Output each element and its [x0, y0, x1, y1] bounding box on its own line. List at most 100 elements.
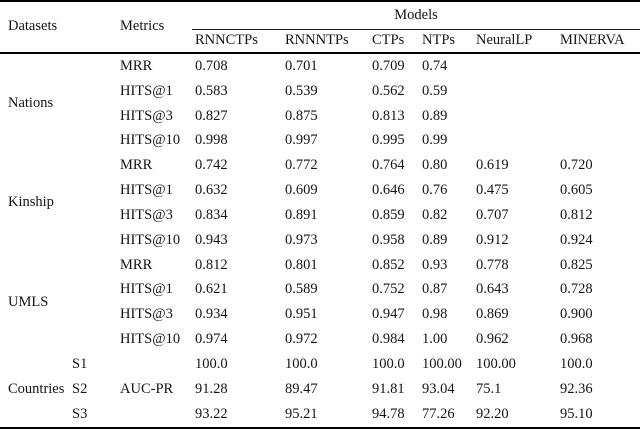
- value-cell: 0.812: [560, 206, 593, 223]
- dataset-subset-label: S1: [72, 355, 88, 372]
- value-cell: 0.59: [422, 82, 448, 99]
- value-cell: 0.962: [476, 331, 509, 348]
- value-cell: 0.76: [422, 182, 448, 199]
- model-column-header: NeuralLP: [476, 32, 533, 49]
- value-cell: 0.89: [422, 231, 448, 248]
- dataset-subset-column-header: [70, 1, 118, 53]
- value-cell: 0.900: [560, 306, 593, 323]
- dataset-subset-label: [70, 203, 118, 228]
- value-cell: 0.812: [195, 256, 228, 273]
- table-row: Countries S1 AUC-PR 100.0 100.0 100.0 100.00 10…: [0, 352, 640, 396]
- value-cell: 1.00: [422, 331, 448, 348]
- table-row: HITS@1 0.632 0.609 0.646 0.76 0.475 0.605: [0, 178, 640, 203]
- results-table: Datasets Metrics Models RNNCTPs RNNNTPs CT…: [0, 0, 640, 429]
- value-cell: 0.947: [372, 306, 405, 323]
- value-cell: [556, 104, 640, 129]
- model-column-header: MINERVA: [560, 32, 625, 49]
- value-cell: 0.968: [560, 331, 593, 348]
- dataset-subset-label: [70, 79, 118, 104]
- model-column-header: CTPs: [372, 32, 405, 49]
- value-cell: 77.26: [422, 405, 455, 422]
- table-row: HITS@1 0.621 0.589 0.752 0.87 0.643 0.728: [0, 278, 640, 303]
- models-group-header: Models: [192, 1, 640, 30]
- dataset-subset-label: [70, 327, 118, 352]
- metric-label: HITS@1: [120, 182, 173, 199]
- value-cell: 0.728: [560, 281, 593, 298]
- datasets-column-header: Datasets: [8, 18, 58, 35]
- dataset-subset-label: [70, 253, 118, 278]
- value-cell: 0.934: [195, 306, 228, 323]
- value-cell: 0.984: [372, 331, 405, 348]
- value-cell: 91.28: [195, 380, 228, 397]
- dataset-subset-label: S2: [72, 380, 88, 397]
- value-cell: 0.643: [476, 281, 509, 298]
- value-cell: [474, 79, 556, 104]
- dataset-subset-label: [70, 129, 118, 154]
- table-row: S2 91.28 89.47 91.81 93.04 75.1 92.36: [0, 377, 640, 402]
- header-row-top: Datasets Metrics Models: [0, 1, 640, 34]
- dataset-subset-label: [70, 278, 118, 303]
- table-row: Nations MRR 0.708 0.701 0.709 0.74: [0, 53, 640, 110]
- value-cell: 0.912: [476, 231, 509, 248]
- value-cell: 0.609: [285, 182, 318, 199]
- value-cell: 0.972: [285, 331, 318, 348]
- value-cell: 0.827: [195, 107, 228, 124]
- value-cell: 0.80: [422, 157, 448, 174]
- value-cell: 0.93: [422, 256, 448, 273]
- value-cell: 0.583: [195, 82, 228, 99]
- table-row: HITS@3 0.827 0.875 0.813 0.89: [0, 104, 640, 129]
- metric-label: HITS@1: [120, 281, 173, 298]
- value-cell: [556, 129, 640, 154]
- table-row: S3 93.22 95.21 94.78 77.26 92.20 95.10: [0, 402, 640, 428]
- value-cell: 0.74: [422, 57, 448, 74]
- value-cell: 0.632: [195, 182, 228, 199]
- value-cell: 0.701: [285, 57, 318, 74]
- value-cell: 0.99: [422, 132, 448, 149]
- table-row: HITS@10 0.998 0.997 0.995 0.99: [0, 129, 640, 154]
- table-header: Datasets Metrics Models RNNCTPs RNNNTPs CT…: [0, 1, 640, 53]
- value-cell: 0.764: [372, 157, 405, 174]
- value-cell: 0.943: [195, 231, 228, 248]
- metric-label: HITS@3: [120, 107, 173, 124]
- dataset-label: Countries: [8, 380, 65, 397]
- value-cell: 0.869: [476, 306, 509, 323]
- metric-label: HITS@3: [120, 206, 173, 223]
- metric-label: MRR: [120, 256, 153, 273]
- value-cell: 0.619: [476, 157, 509, 174]
- table-row: HITS@10 0.974 0.972 0.984 1.00 0.962 0.968: [0, 327, 640, 352]
- value-cell: 0.87: [422, 281, 448, 298]
- value-cell: 89.47: [285, 380, 318, 397]
- metric-label: HITS@3: [120, 306, 173, 323]
- value-cell: 0.621: [195, 281, 228, 298]
- value-cell: 0.742: [195, 157, 228, 174]
- model-column-header: RNNNTPs: [285, 32, 349, 49]
- dataset-subset-label: [70, 302, 118, 327]
- value-cell: 93.22: [195, 405, 228, 422]
- metric-label: AUC-PR: [120, 380, 174, 397]
- table-row: Kinship MRR 0.742 0.772 0.764 0.80 0.619 0.720: [0, 153, 640, 210]
- value-cell: 0.89: [422, 107, 448, 124]
- value-cell: 100.0: [560, 355, 593, 372]
- table-row: HITS@3 0.934 0.951 0.947 0.98 0.869 0.900: [0, 302, 640, 327]
- value-cell: 0.539: [285, 82, 318, 99]
- value-cell: 100.00: [476, 355, 516, 372]
- metric-label: HITS@1: [120, 82, 173, 99]
- value-cell: 0.891: [285, 206, 318, 223]
- value-cell: 100.0: [285, 355, 318, 372]
- metric-label: HITS@10: [120, 132, 181, 149]
- value-cell: 0.98: [422, 306, 448, 323]
- dataset-subset-label: [70, 228, 118, 253]
- value-cell: 0.720: [560, 157, 593, 174]
- value-cell: 0.589: [285, 281, 318, 298]
- value-cell: 0.562: [372, 82, 405, 99]
- value-cell: [556, 53, 640, 79]
- value-cell: [474, 129, 556, 154]
- model-column-header: NTPs: [422, 32, 456, 49]
- value-cell: 91.81: [372, 380, 405, 397]
- value-cell: 0.958: [372, 231, 405, 248]
- table-row: HITS@3 0.834 0.891 0.859 0.82 0.707 0.812: [0, 203, 640, 228]
- value-cell: 0.646: [372, 182, 405, 199]
- metric-label: HITS@10: [120, 331, 181, 348]
- metric-label: MRR: [120, 57, 153, 74]
- table-row: HITS@10 0.943 0.973 0.958 0.89 0.912 0.924: [0, 228, 640, 253]
